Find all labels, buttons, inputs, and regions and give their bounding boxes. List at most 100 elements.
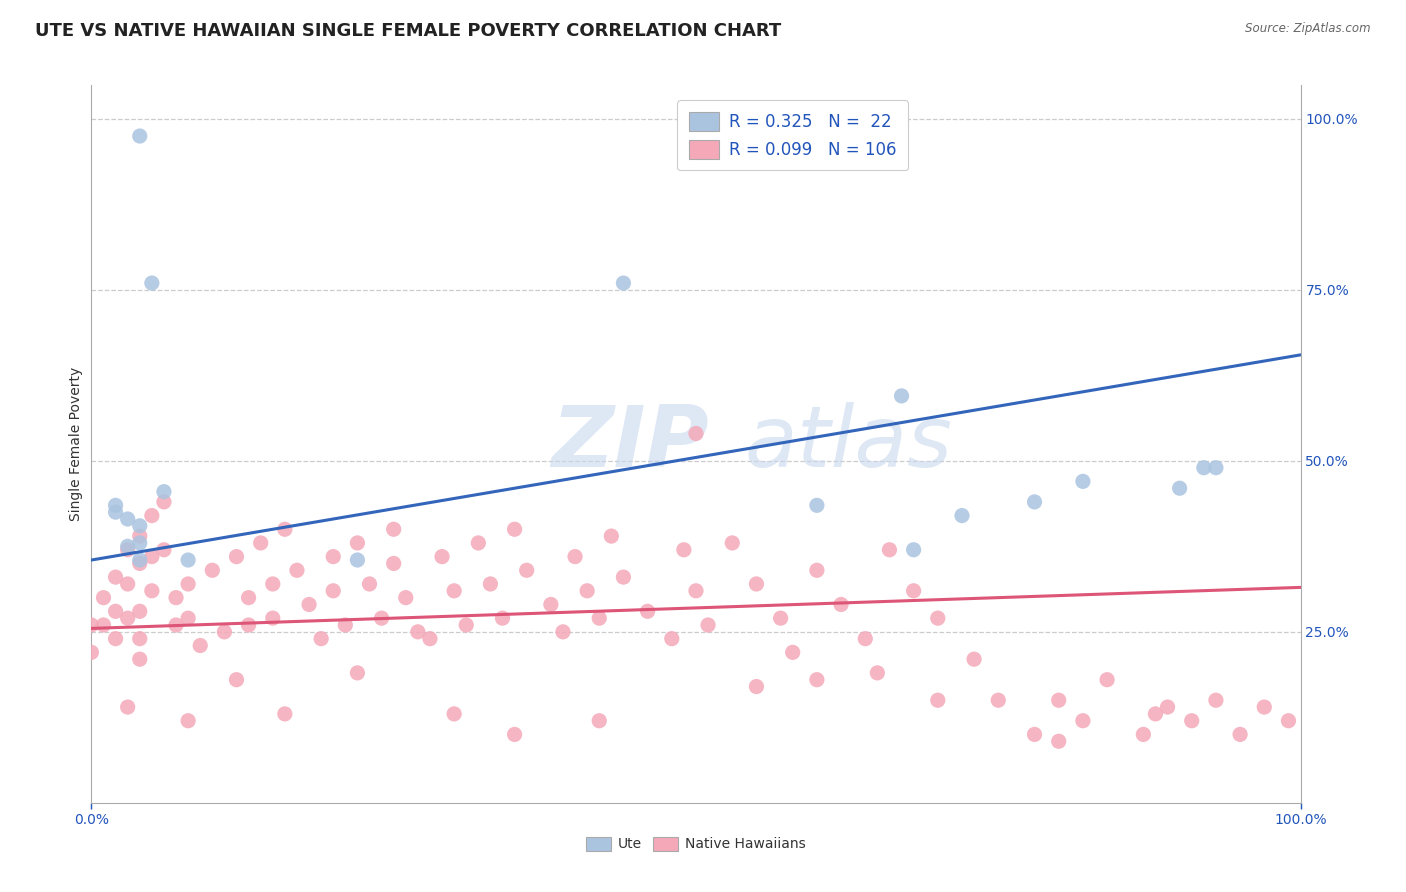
Point [830, 598, 852, 612]
Point [165, 618, 187, 632]
Point [685, 426, 707, 441]
Point [128, 652, 150, 666]
Point [93, 618, 115, 632]
Point [141, 508, 163, 523]
Point [903, 583, 925, 598]
Point [853, 632, 876, 646]
Point [238, 618, 260, 632]
Point [588, 611, 610, 625]
Point [782, 645, 804, 659]
Point [1024, 727, 1046, 741]
Point [382, 522, 405, 536]
Point [117, 512, 139, 526]
Point [128, 129, 150, 144]
Point [93, 591, 115, 605]
Point [117, 542, 139, 557]
Point [879, 542, 901, 557]
Point [987, 693, 1010, 707]
Point [576, 583, 599, 598]
Point [128, 604, 150, 618]
Point [322, 549, 344, 564]
Point [1156, 700, 1178, 714]
Point [661, 632, 683, 646]
Point [104, 604, 127, 618]
Point [1205, 693, 1227, 707]
Point [322, 583, 344, 598]
Point [406, 624, 429, 639]
Point [104, 570, 127, 584]
Legend: Ute, Native Hawaiians: Ute, Native Hawaiians [581, 831, 811, 857]
Point [141, 276, 163, 290]
Point [201, 563, 224, 577]
Point [769, 611, 792, 625]
Point [1095, 673, 1118, 687]
Point [382, 557, 405, 571]
Point [395, 591, 418, 605]
Point [117, 700, 139, 714]
Point [516, 563, 538, 577]
Point [128, 519, 150, 533]
Point [177, 577, 200, 591]
Point [214, 624, 236, 639]
Text: UTE VS NATIVE HAWAIIAN SINGLE FEMALE POVERTY CORRELATION CHART: UTE VS NATIVE HAWAIIAN SINGLE FEMALE POV… [35, 22, 782, 40]
Point [1205, 460, 1227, 475]
Point [128, 553, 150, 567]
Point [274, 706, 297, 721]
Point [1229, 727, 1251, 741]
Point [1024, 495, 1046, 509]
Point [141, 549, 163, 564]
Point [177, 714, 200, 728]
Point [903, 542, 925, 557]
Point [225, 549, 247, 564]
Point [685, 583, 707, 598]
Point [1071, 714, 1094, 728]
Point [1071, 475, 1094, 489]
Point [806, 673, 828, 687]
Point [346, 536, 368, 550]
Point [117, 539, 139, 553]
Point [1277, 714, 1299, 728]
Point [1144, 706, 1167, 721]
Point [1192, 460, 1215, 475]
Point [588, 714, 610, 728]
Point [927, 611, 949, 625]
Point [1047, 693, 1070, 707]
Point [128, 557, 150, 571]
Point [262, 611, 284, 625]
Point [153, 542, 176, 557]
Text: ZIP: ZIP [551, 402, 709, 485]
Point [927, 693, 949, 707]
Y-axis label: Single Female Poverty: Single Female Poverty [69, 367, 83, 521]
Point [479, 577, 502, 591]
Point [600, 529, 623, 543]
Point [309, 632, 332, 646]
Point [443, 706, 465, 721]
Point [672, 542, 695, 557]
Point [128, 529, 150, 543]
Point [503, 522, 526, 536]
Point [564, 549, 586, 564]
Point [153, 484, 176, 499]
Point [491, 611, 513, 625]
Point [128, 632, 150, 646]
Point [165, 591, 187, 605]
Point [141, 583, 163, 598]
Point [104, 632, 127, 646]
Point [117, 611, 139, 625]
Point [745, 680, 768, 694]
Point [963, 652, 986, 666]
Point [177, 611, 200, 625]
Point [503, 727, 526, 741]
Point [721, 536, 744, 550]
Point [456, 618, 478, 632]
Point [467, 536, 489, 550]
Point [117, 577, 139, 591]
Point [1181, 714, 1204, 728]
Point [285, 563, 308, 577]
Point [249, 536, 271, 550]
Point [188, 639, 211, 653]
Point [612, 276, 634, 290]
Point [1132, 727, 1154, 741]
Point [104, 505, 127, 519]
Point [950, 508, 973, 523]
